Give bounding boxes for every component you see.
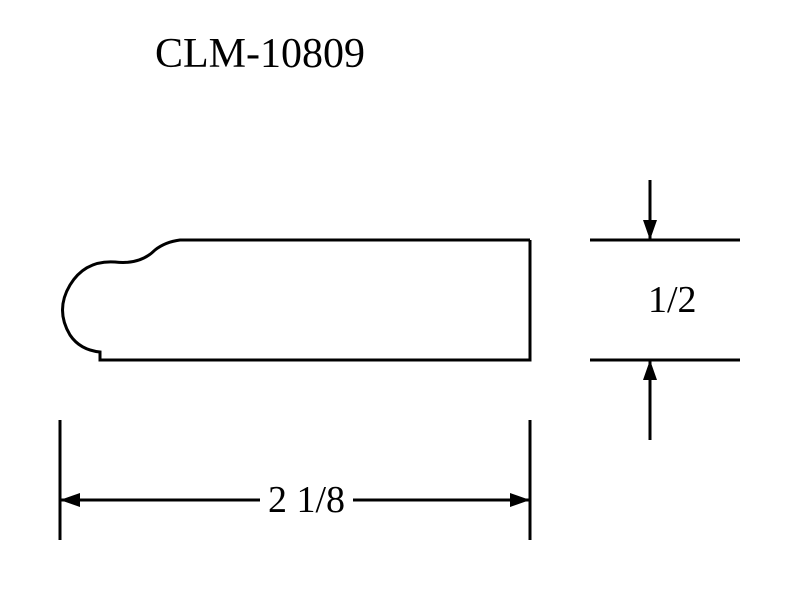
width-arrow-left	[60, 493, 80, 507]
part-number-title: CLM-10809	[155, 30, 365, 78]
height-dimension-label: 1/2	[640, 278, 705, 322]
molding-profile	[63, 240, 531, 360]
width-dimension-label: 2 1/8	[260, 478, 353, 522]
height-arrow-bottom	[643, 360, 657, 380]
height-arrow-top	[643, 220, 657, 240]
width-arrow-right	[510, 493, 530, 507]
